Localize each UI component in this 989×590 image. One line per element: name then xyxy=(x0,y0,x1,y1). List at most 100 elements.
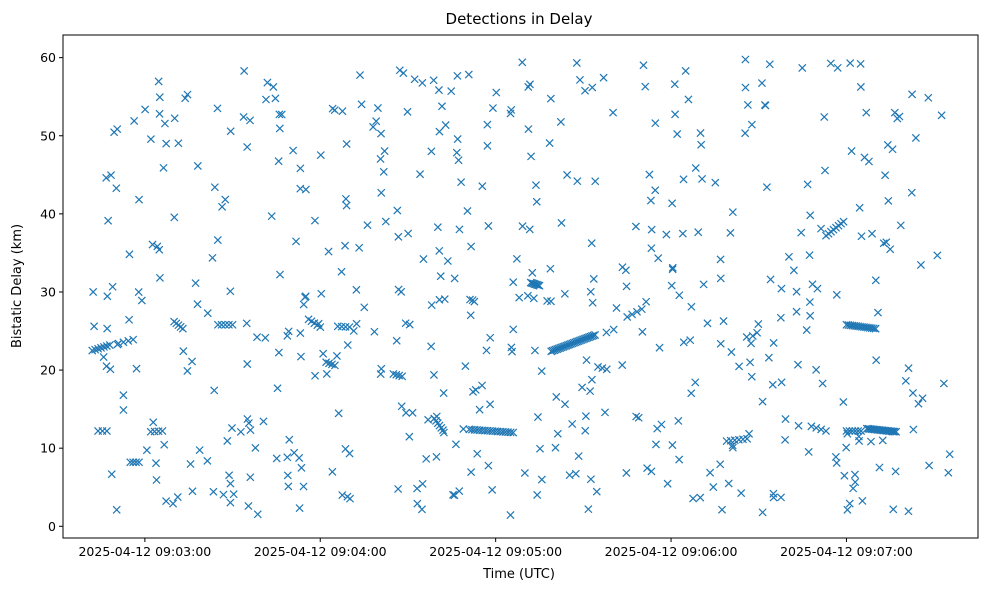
data-point-x-marker xyxy=(647,244,656,253)
data-point-x-marker xyxy=(753,328,762,337)
data-point-x-marker xyxy=(160,440,169,449)
data-point-x-marker xyxy=(277,110,286,119)
data-point-x-marker xyxy=(399,69,408,78)
data-point-x-marker xyxy=(484,221,493,230)
data-point-x-marker xyxy=(173,493,182,502)
data-point-x-marker xyxy=(871,276,880,285)
data-point-x-marker xyxy=(890,427,899,436)
data-point-x-marker xyxy=(453,71,462,80)
data-point-x-marker xyxy=(219,490,228,499)
data-point-x-marker xyxy=(560,289,569,298)
data-point-x-marker xyxy=(352,285,361,294)
data-point-x-marker xyxy=(533,490,542,499)
data-point-x-marker xyxy=(427,342,436,351)
data-point-x-marker xyxy=(581,412,590,421)
data-point-x-marker xyxy=(529,294,538,303)
data-point-x-marker xyxy=(582,356,591,365)
data-point-x-marker xyxy=(668,265,677,274)
data-point-x-marker xyxy=(802,326,811,335)
y-tick-label: 20 xyxy=(40,363,56,378)
data-point-x-marker xyxy=(552,392,561,401)
data-point-x-marker xyxy=(328,467,337,476)
data-point-x-marker xyxy=(918,394,927,403)
data-point-x-marker xyxy=(392,336,401,345)
data-point-x-marker xyxy=(467,242,476,251)
data-point-x-marker xyxy=(461,362,470,371)
data-point-x-marker xyxy=(170,213,179,222)
data-point-x-marker xyxy=(275,270,285,279)
data-point-x-marker xyxy=(213,236,222,245)
data-point-x-marker xyxy=(698,174,707,183)
data-point-x-marker xyxy=(884,196,893,205)
data-point-x-marker xyxy=(465,295,475,304)
data-point-x-marker xyxy=(864,157,873,166)
data-point-x-marker xyxy=(812,365,821,374)
data-point-x-marker xyxy=(858,496,867,505)
data-point-x-marker xyxy=(632,412,641,421)
data-point-x-marker xyxy=(360,303,369,312)
data-point-x-marker xyxy=(575,75,584,84)
data-point-x-marker xyxy=(107,171,116,180)
data-point-x-marker xyxy=(271,94,280,103)
data-point-x-marker xyxy=(413,499,422,508)
data-point-x-marker xyxy=(588,83,597,92)
data-point-x-marker xyxy=(338,107,347,116)
data-point-x-marker xyxy=(777,284,786,293)
data-point-x-marker xyxy=(394,484,403,494)
data-point-x-marker xyxy=(506,511,515,520)
data-point-x-marker xyxy=(618,263,627,272)
data-point-x-marker xyxy=(451,440,460,449)
data-point-x-marker xyxy=(746,358,755,367)
data-point-x-marker xyxy=(518,58,527,67)
x-tick-label: 2025-04-12 09:07:00 xyxy=(780,544,913,559)
data-point-x-marker xyxy=(134,195,144,204)
data-point-x-marker xyxy=(846,59,855,68)
data-point-x-marker xyxy=(535,444,545,453)
data-point-x-marker xyxy=(91,345,100,354)
data-point-x-marker xyxy=(377,188,386,197)
data-point-x-marker xyxy=(622,282,631,291)
data-point-x-marker xyxy=(862,108,871,117)
data-point-x-marker xyxy=(807,422,816,431)
data-point-x-marker xyxy=(440,295,449,304)
data-point-x-marker xyxy=(132,458,141,467)
data-point-x-marker xyxy=(246,473,255,482)
data-point-x-marker xyxy=(741,83,750,92)
data-point-x-marker xyxy=(226,498,235,507)
data-point-x-marker xyxy=(908,90,917,99)
data-point-x-marker xyxy=(275,110,284,119)
data-point-x-marker xyxy=(273,384,282,393)
data-point-x-marker xyxy=(455,225,464,234)
data-point-x-marker xyxy=(119,391,128,400)
data-point-x-marker xyxy=(591,177,600,186)
data-point-x-marker xyxy=(518,222,527,231)
data-point-x-marker xyxy=(587,375,596,384)
data-point-x-marker xyxy=(102,362,111,371)
data-point-x-marker xyxy=(369,122,378,131)
data-point-x-marker xyxy=(404,229,413,238)
data-point-x-marker xyxy=(269,82,278,91)
data-point-x-marker xyxy=(907,188,916,197)
data-point-x-marker xyxy=(107,470,116,479)
data-point-x-marker xyxy=(432,412,441,421)
data-point-x-marker xyxy=(179,347,188,356)
data-point-x-marker xyxy=(104,216,113,225)
data-point-x-marker xyxy=(857,426,866,436)
data-point-x-marker xyxy=(694,228,703,237)
data-point-x-marker xyxy=(758,508,767,517)
data-point-x-marker xyxy=(343,492,352,501)
data-point-x-marker xyxy=(473,449,482,458)
data-point-x-marker xyxy=(646,196,655,205)
data-point-x-marker xyxy=(261,333,270,342)
data-point-x-marker xyxy=(488,485,497,494)
data-point-x-marker xyxy=(895,112,904,121)
data-point-x-marker xyxy=(151,459,161,468)
data-point-x-marker xyxy=(193,161,202,170)
data-point-x-marker xyxy=(317,289,326,298)
data-point-x-marker xyxy=(267,212,276,221)
data-point-x-marker xyxy=(427,301,436,310)
data-point-x-marker xyxy=(508,347,517,356)
data-point-x-marker xyxy=(94,344,103,353)
data-point-x-marker xyxy=(586,475,595,484)
data-point-x-marker xyxy=(124,336,133,345)
